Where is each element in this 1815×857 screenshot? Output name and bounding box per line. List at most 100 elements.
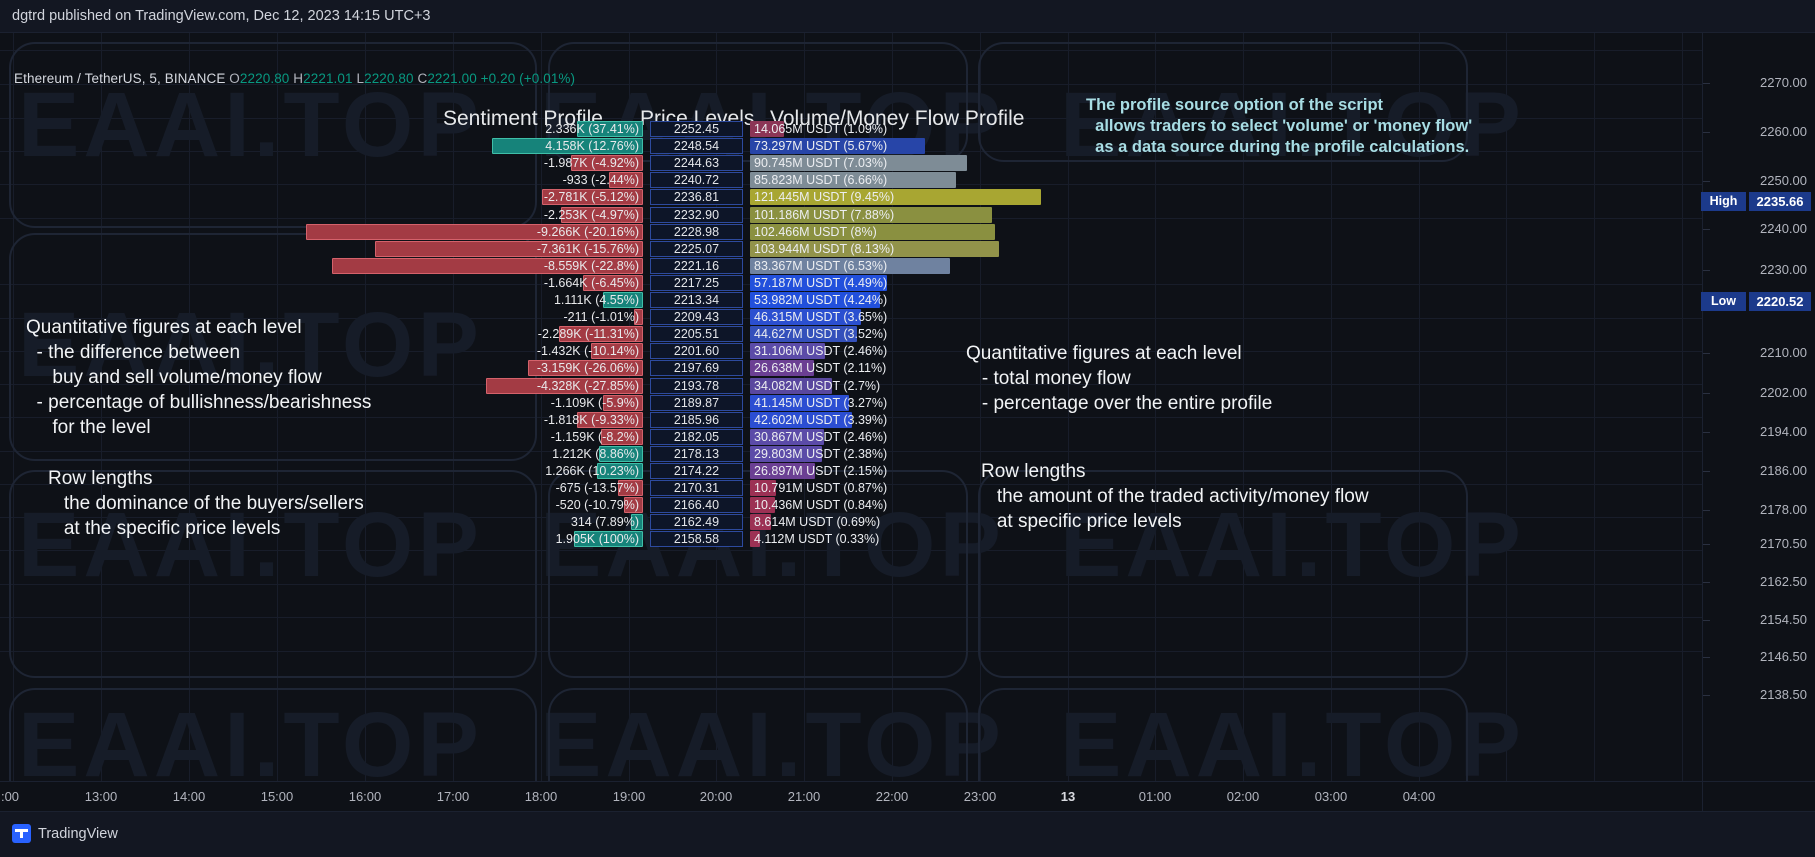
- table-row[interactable]: 1.111K (4.55%) 2213.34 53.982M USDT (4.24%…: [0, 292, 1702, 308]
- sentiment-bar-bearish: [577, 411, 643, 428]
- price-level-cell[interactable]: 2189.87: [650, 394, 743, 411]
- price-level-cell[interactable]: 2244.63: [650, 155, 743, 172]
- header-sentiment-profile: Sentiment Profile: [443, 107, 603, 130]
- sentiment-value-label: -520 (-10.79%): [555, 498, 639, 513]
- table-row[interactable]: -1.159K (-8.2%) 2182.05 30.867M USDT (2.46…: [0, 428, 1702, 445]
- price-level-cell[interactable]: 2193.78: [650, 377, 743, 394]
- price-level-cell[interactable]: 2174.22: [650, 463, 743, 479]
- price-level-cell[interactable]: 2248.54: [650, 138, 743, 155]
- table-row[interactable]: 1.212K (8.86%) 2178.13 29.803M USDT (2.38%…: [0, 445, 1702, 462]
- table-row[interactable]: -520 (-10.79%) 2166.40 10.436M USDT (0.84%…: [0, 497, 1702, 514]
- price-axis-label: 2146.50: [1760, 649, 1807, 664]
- table-row[interactable]: -2.781K (-5.12%) 2236.81 121.445M USDT (9.…: [0, 189, 1702, 206]
- price-level-cell[interactable]: 2170.31: [650, 480, 743, 497]
- price-level-cell[interactable]: 2225.07: [650, 240, 743, 257]
- sentiment-bar-bearish: [528, 360, 643, 377]
- legend-symbol[interactable]: Ethereum / TetherUS, 5, BINANCE: [14, 71, 226, 86]
- time-axis-label: 16:00: [348, 789, 382, 804]
- sentiment-value-label: -4.328K (-27.85%): [536, 378, 639, 393]
- table-row[interactable]: -8.559K (-22.8%) 2221.16 83.367M USDT (6.5…: [0, 257, 1702, 274]
- price-axis-label: 2240.00: [1760, 221, 1807, 236]
- high-price-badge[interactable]: 2235.66 High: [1701, 192, 1811, 211]
- table-row[interactable]: -2.289K (-11.31%) 2205.51 44.627M USDT (3.…: [0, 326, 1702, 343]
- price-level-cell[interactable]: 2158.58: [650, 531, 743, 548]
- table-row[interactable]: 1.266K (10.23%) 2174.22 26.897M USDT (2.15…: [0, 463, 1702, 479]
- chart-legend[interactable]: Ethereum / TetherUS, 5, BINANCE O2220.80…: [14, 71, 575, 86]
- price-level-cell[interactable]: 2252.45: [650, 121, 743, 137]
- watermark-text: EAAI.TOP: [18, 294, 483, 396]
- table-row[interactable]: 2.336K (37.41%) 2252.45 14.065M USDT (1.09…: [0, 121, 1702, 137]
- volume-value-label: 31.106M USDT (2.46%): [754, 344, 888, 359]
- sentiment-value-label: 1.111K (4.55%): [553, 293, 639, 307]
- sentiment-value-label: -1.664K (-6.45%): [543, 275, 639, 290]
- table-row[interactable]: -3.159K (-26.06%) 2197.69 26.638M USDT (2.…: [0, 360, 1702, 377]
- price-level-cell[interactable]: 2209.43: [650, 309, 743, 326]
- table-row[interactable]: -4.328K (-27.85%) 2193.78 34.082M USDT (2.…: [0, 377, 1702, 394]
- price-level-cell[interactable]: 2221.16: [650, 257, 743, 274]
- table-row[interactable]: 4.158K (12.76%) 2248.54 73.297M USDT (5.67…: [0, 138, 1702, 155]
- volume-bar: [750, 172, 956, 189]
- price-axis-tick: [1703, 353, 1710, 354]
- table-row[interactable]: 1.905K (100%) 2158.58 4.112M USDT (0.33%): [0, 531, 1702, 548]
- table-row[interactable]: -1.664K (-6.45%) 2217.25 57.187M USDT (4.4…: [0, 274, 1702, 291]
- sentiment-value-label: -1.987K (-4.92%): [543, 156, 639, 171]
- table-row[interactable]: -211 (-1.01%) 2209.43 46.315M USDT (3.65%): [0, 309, 1702, 326]
- price-level-cell[interactable]: 2213.34: [650, 292, 743, 308]
- header-volume-profile: Volume/Money Flow Profile: [770, 107, 1025, 130]
- watermark-text: EAAI.TOP: [18, 74, 483, 176]
- table-row[interactable]: -933 (-2.44%) 2240.72 85.823M USDT (6.66%): [0, 172, 1702, 189]
- grid-line-vertical: [189, 33, 190, 781]
- volume-bar: [750, 274, 887, 291]
- price-axis-label: 2230.00: [1760, 262, 1807, 277]
- sentiment-value-label: 1.212K (8.86%): [552, 446, 639, 461]
- price-level-cell[interactable]: 2182.05: [650, 428, 743, 445]
- axis-corner: [1702, 781, 1815, 811]
- price-level-cell[interactable]: 2166.40: [650, 497, 743, 514]
- price-level-cell[interactable]: 2217.25: [650, 274, 743, 291]
- sentiment-value-label: -7.361K (-15.76%): [536, 241, 639, 256]
- price-level-cell[interactable]: 2197.69: [650, 360, 743, 377]
- volume-bar: [750, 428, 824, 445]
- sentiment-bar-bullish: [574, 531, 643, 548]
- table-row[interactable]: -675 (-13.57%) 2170.31 10.791M USDT (0.87%…: [0, 480, 1702, 497]
- price-axis-tick: [1703, 620, 1710, 621]
- table-row[interactable]: -7.361K (-15.76%) 2225.07 103.944M USDT (8…: [0, 240, 1702, 257]
- legend-low-value: 2220.80: [364, 71, 414, 86]
- price-axis[interactable]: 2270.00 2260.00 2250.00 2240.00 2230.00 2210.…: [1701, 33, 1815, 781]
- sentiment-value-label: -1.818K (-9.33%): [543, 412, 639, 427]
- price-level-cell[interactable]: 2236.81: [650, 189, 743, 206]
- time-axis[interactable]: :00 13:00 14:00 15:00 16:00 17:00 18:00 19:00 20…: [0, 781, 1702, 811]
- time-axis-label: 21:00: [787, 789, 821, 804]
- table-row[interactable]: -1.432K (-10.14%) 2201.60 31.106M USDT (2.…: [0, 343, 1702, 360]
- profile-table[interactable]: 2.336K (37.41%) 2252.45 14.065M USDT (1.09…: [0, 33, 1702, 781]
- table-row[interactable]: -9.266K (-20.16%) 2228.98 102.466M USDT (8…: [0, 223, 1702, 240]
- sentiment-value-label: -1.159K (-8.2%): [550, 429, 639, 444]
- volume-bar: [750, 377, 832, 394]
- chart-pane[interactable]: EAAI.TOP EAAI.TOP EAAI.TOP EAAI.TOP EAAI.TOP…: [0, 33, 1702, 781]
- price-level-cell[interactable]: 2162.49: [650, 514, 743, 531]
- price-level-cell[interactable]: 2240.72: [650, 172, 743, 189]
- table-row[interactable]: 314 (7.89%) 2162.49 8.614M USDT (0.69%): [0, 514, 1702, 531]
- sentiment-bar-bearish: [601, 428, 643, 445]
- volume-value-label: 4.112M USDT (0.33%): [754, 532, 880, 547]
- price-axis-tick: [1703, 181, 1710, 182]
- price-level-cell[interactable]: 2185.96: [650, 411, 743, 428]
- price-level-cell[interactable]: 2201.60: [650, 343, 743, 360]
- price-level-cell[interactable]: 2205.51: [650, 326, 743, 343]
- volume-bar: [750, 223, 995, 240]
- table-row[interactable]: -1.987K (-4.92%) 2244.63 90.745M USDT (7.0…: [0, 155, 1702, 172]
- high-tag: High: [1701, 192, 1746, 211]
- low-price-badge[interactable]: 2220.52 Low: [1701, 292, 1811, 311]
- sentiment-bar-bullish: [492, 138, 643, 155]
- price-level-cell[interactable]: 2178.13: [650, 445, 743, 462]
- table-row[interactable]: -2.253K (-4.97%) 2232.90 101.186M USDT (7.…: [0, 206, 1702, 223]
- time-axis-label: 17:00: [436, 789, 470, 804]
- price-level-cell[interactable]: 2228.98: [650, 223, 743, 240]
- tradingview-brand[interactable]: TradingView: [12, 824, 118, 843]
- sentiment-value-label: 4.158K (12.76%): [545, 139, 639, 154]
- price-axis-label: 2250.00: [1760, 173, 1807, 188]
- backdrop-rounded-shape: [9, 42, 537, 228]
- price-level-cell[interactable]: 2232.90: [650, 206, 743, 223]
- table-row[interactable]: -1.818K (-9.33%) 2185.96 42.602M USDT (3.3…: [0, 411, 1702, 428]
- table-row[interactable]: -1.109K (-5.9%) 2189.87 41.145M USDT (3.27…: [0, 394, 1702, 411]
